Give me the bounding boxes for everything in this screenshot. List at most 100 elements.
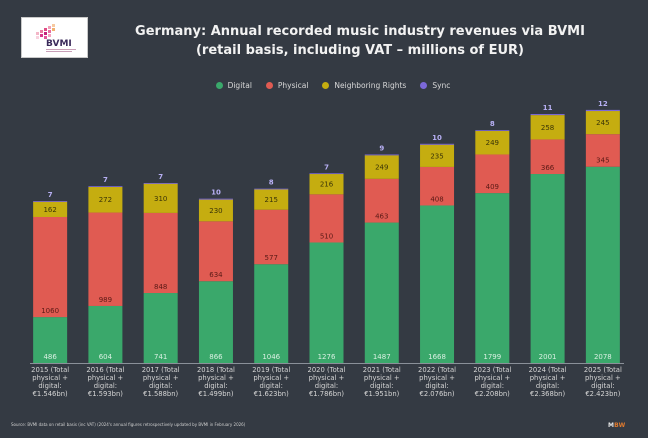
legend-item-physical[interactable]: Physical xyxy=(265,81,309,90)
data-label-sync-2020: 7 xyxy=(324,163,329,171)
x-tick-label-2024-line3: digital: xyxy=(536,382,559,390)
bar-digital-2019[interactable] xyxy=(254,264,289,363)
data-label-sync-2022: 10 xyxy=(432,134,442,142)
bar-digital-2024[interactable] xyxy=(530,174,565,363)
bar-digital-2020[interactable] xyxy=(309,242,344,363)
data-label-physical-2024: 366 xyxy=(541,164,555,172)
data-label-physical-2015: 1060 xyxy=(41,307,59,315)
bar-digital-2021[interactable] xyxy=(364,222,399,363)
bar-sync-2020[interactable] xyxy=(309,173,344,175)
bar-physical-2023[interactable] xyxy=(475,154,510,194)
x-tick-label-2016-line3: digital: xyxy=(94,382,117,390)
bar-sync-2023[interactable] xyxy=(475,130,510,131)
data-label-neighboring-rights-2019: 215 xyxy=(265,196,278,204)
data-label-physical-2020: 510 xyxy=(320,232,333,240)
bar-neighboring-rights-2016[interactable] xyxy=(88,186,123,213)
bar-physical-2017[interactable] xyxy=(143,212,178,294)
bar-neighboring-rights-2021[interactable] xyxy=(364,155,399,179)
bar-physical-2024[interactable] xyxy=(530,139,565,175)
bar-neighboring-rights-2023[interactable] xyxy=(475,130,510,155)
data-label-digital-2020: 1276 xyxy=(318,353,336,361)
bar-neighboring-rights-2024[interactable] xyxy=(530,115,565,140)
bar-sync-2016[interactable] xyxy=(88,186,123,187)
x-tick-label-2021-line1: 2021 (Total xyxy=(363,366,401,374)
bar-sync-2025[interactable] xyxy=(585,109,620,112)
bar-neighboring-rights-2017[interactable] xyxy=(143,183,178,213)
bar-sync-2021[interactable] xyxy=(364,154,399,156)
x-tick-label-2016-line2: physical + xyxy=(88,374,124,382)
bar-physical-2015[interactable] xyxy=(33,216,68,318)
data-label-neighboring-rights-2022: 235 xyxy=(430,152,443,160)
bar-physical-2022[interactable] xyxy=(420,166,455,206)
bar-neighboring-rights-2020[interactable] xyxy=(309,173,344,195)
bar-physical-2018[interactable] xyxy=(198,221,233,282)
data-label-digital-2023: 1799 xyxy=(483,353,501,361)
legend-label-physical: Physical xyxy=(277,81,309,90)
logo-text: BVMI xyxy=(46,39,72,49)
x-tick-label-2021-line3: digital: xyxy=(370,382,393,390)
legend-item-sync[interactable]: Sync xyxy=(420,81,450,90)
bar-sync-2022[interactable] xyxy=(420,143,455,145)
bar-neighboring-rights-2018[interactable] xyxy=(198,199,233,222)
data-label-neighboring-rights-2020: 216 xyxy=(320,181,334,189)
x-tick-label-2023-line1: 2023 (Total xyxy=(473,366,511,374)
x-tick-label-2016-line1: 2016 (Total xyxy=(86,366,124,374)
bar-physical-2020[interactable] xyxy=(309,194,344,243)
bar-physical-2025[interactable] xyxy=(585,134,620,167)
data-label-physical-2022: 408 xyxy=(430,195,443,203)
data-label-sync-2018: 10 xyxy=(211,189,221,197)
bar-digital-2025[interactable] xyxy=(585,166,620,363)
bar-neighboring-rights-2022[interactable] xyxy=(420,144,455,167)
x-tick-label-2018-line1: 2018 (Total xyxy=(197,366,235,374)
bar-sync-2019[interactable] xyxy=(254,188,289,190)
legend-label-neighboring-rights: Neighboring Rights xyxy=(334,81,407,90)
bar-sync-2024[interactable] xyxy=(530,114,565,116)
mbw-brand-logo: MBW xyxy=(608,422,626,429)
data-label-digital-2021: 1487 xyxy=(373,353,391,361)
x-tick-label-2025-line4: €2.423bn) xyxy=(585,390,620,398)
data-label-neighboring-rights-2017: 310 xyxy=(154,195,167,203)
data-label-sync-2015: 7 xyxy=(48,191,53,199)
data-label-neighboring-rights-2018: 230 xyxy=(209,207,222,215)
bar-neighboring-rights-2025[interactable] xyxy=(585,111,620,135)
x-tick-label-2023-line2: physical + xyxy=(474,374,510,382)
bar-sync-2018[interactable] xyxy=(198,198,233,200)
legend-item-neighboring-rights[interactable]: Neighboring Rights xyxy=(322,81,406,90)
data-label-digital-2019: 1046 xyxy=(262,353,280,361)
data-label-sync-2016: 7 xyxy=(103,176,108,184)
data-label-neighboring-rights-2023: 249 xyxy=(486,139,499,147)
bar-digital-2016[interactable] xyxy=(88,305,123,363)
bar-digital-2018[interactable] xyxy=(198,281,233,363)
logo-dots xyxy=(36,24,55,39)
x-tick-label-2015-line4: €1.546bn) xyxy=(33,390,68,398)
bar-sync-2017[interactable] xyxy=(143,182,178,184)
x-tick-label-2024-line1: 2024 (Total xyxy=(529,366,567,374)
data-label-neighboring-rights-2024: 258 xyxy=(541,124,554,132)
data-label-physical-2023: 409 xyxy=(486,183,499,191)
x-tick-label-2019-line3: digital: xyxy=(260,382,283,390)
x-tick-label-2023-line4: €2.208bn) xyxy=(475,390,510,398)
bar-neighboring-rights-2019[interactable] xyxy=(254,189,289,210)
x-tick-label-2020-line1: 2020 (Total xyxy=(308,366,346,374)
x-tick-label-2022-line2: physical + xyxy=(419,374,455,382)
bar-sync-2015[interactable] xyxy=(33,201,68,202)
chart-title-line2: (retail basis, including VAT – millions … xyxy=(195,43,524,58)
bar-physical-2019[interactable] xyxy=(254,209,289,265)
bar-digital-2015[interactable] xyxy=(33,317,68,363)
x-tick-label-2022-line1: 2022 (Total xyxy=(418,366,456,374)
chart-title-line1: Germany: Annual recorded music industry … xyxy=(135,24,585,39)
data-label-sync-2024: 11 xyxy=(543,104,553,112)
bar-digital-2017[interactable] xyxy=(143,293,178,363)
bar-neighboring-rights-2015[interactable] xyxy=(33,201,68,217)
bar-digital-2023[interactable] xyxy=(475,193,510,363)
x-tick-label-2022-line4: €2.076bn) xyxy=(420,390,455,398)
bar-digital-2022[interactable] xyxy=(420,205,455,363)
bar-physical-2021[interactable] xyxy=(364,178,399,223)
data-label-physical-2017: 848 xyxy=(154,283,167,291)
legend-item-digital[interactable]: Digital xyxy=(215,81,252,90)
legend-dot-physical xyxy=(265,82,273,89)
data-label-neighboring-rights-2025: 245 xyxy=(596,119,609,127)
bar-physical-2016[interactable] xyxy=(88,212,123,306)
data-label-physical-2021: 463 xyxy=(375,213,388,221)
